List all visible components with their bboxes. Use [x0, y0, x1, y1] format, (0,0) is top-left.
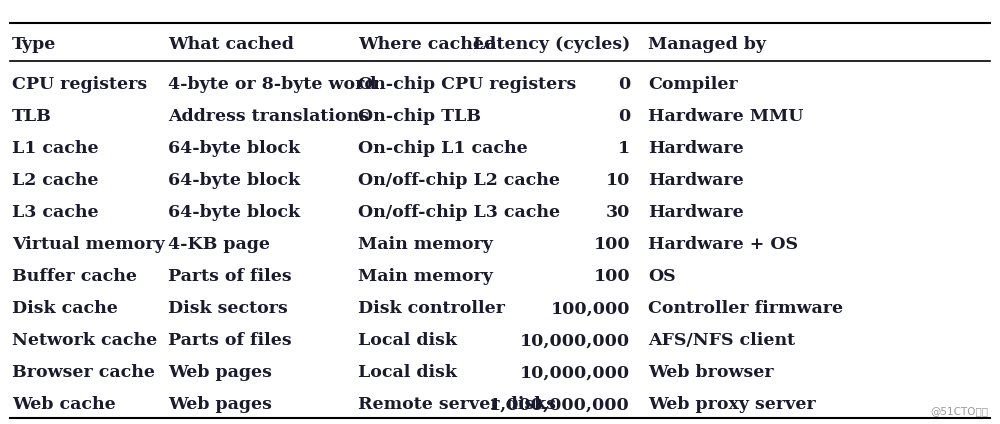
Text: Hardware: Hardware — [648, 204, 744, 221]
Text: Parts of files: Parts of files — [168, 332, 292, 349]
Text: 10,000,000: 10,000,000 — [520, 332, 630, 349]
Text: Disk sectors: Disk sectors — [168, 300, 288, 318]
Text: 100,000: 100,000 — [550, 300, 630, 318]
Text: Compiler: Compiler — [648, 76, 738, 93]
Text: On/off-chip L2 cache: On/off-chip L2 cache — [358, 172, 560, 190]
Text: Hardware + OS: Hardware + OS — [648, 236, 798, 254]
Text: 4-byte or 8-byte word: 4-byte or 8-byte word — [168, 76, 376, 93]
Text: Controller firmware: Controller firmware — [648, 300, 843, 318]
Text: OS: OS — [648, 268, 676, 285]
Text: What cached: What cached — [168, 36, 294, 53]
Text: Address translations: Address translations — [168, 108, 369, 126]
Text: Type: Type — [12, 36, 56, 53]
Text: 30: 30 — [606, 204, 630, 221]
Text: Virtual memory: Virtual memory — [12, 236, 165, 254]
Text: Main memory: Main memory — [358, 236, 493, 254]
Text: Hardware: Hardware — [648, 172, 744, 190]
Text: Web browser: Web browser — [648, 364, 774, 382]
Text: AFS/NFS client: AFS/NFS client — [648, 332, 795, 349]
Text: Network cache: Network cache — [12, 332, 157, 349]
Text: Hardware: Hardware — [648, 140, 744, 157]
Text: On-chip TLB: On-chip TLB — [358, 108, 481, 126]
Text: CPU registers: CPU registers — [12, 76, 147, 93]
Text: 64-byte block: 64-byte block — [168, 204, 300, 221]
Text: Local disk: Local disk — [358, 364, 457, 382]
Text: Disk controller: Disk controller — [358, 300, 505, 318]
Text: L1 cache: L1 cache — [12, 140, 99, 157]
Text: Web cache: Web cache — [12, 396, 116, 413]
Text: Buffer cache: Buffer cache — [12, 268, 137, 285]
Text: Managed by: Managed by — [648, 36, 766, 53]
Text: Main memory: Main memory — [358, 268, 493, 285]
Text: On-chip CPU registers: On-chip CPU registers — [358, 76, 576, 93]
Text: 4-KB page: 4-KB page — [168, 236, 270, 254]
Text: Browser cache: Browser cache — [12, 364, 155, 382]
Text: 0: 0 — [618, 76, 630, 93]
Text: 1: 1 — [618, 140, 630, 157]
Text: 10,000,000: 10,000,000 — [520, 364, 630, 382]
Text: 1,000,000,000: 1,000,000,000 — [489, 396, 630, 413]
Text: Web pages: Web pages — [168, 364, 272, 382]
Text: 100: 100 — [593, 268, 630, 285]
Text: TLB: TLB — [12, 108, 52, 126]
Text: Where cached: Where cached — [358, 36, 496, 53]
Text: Hardware MMU: Hardware MMU — [648, 108, 803, 126]
Text: Disk cache: Disk cache — [12, 300, 118, 318]
Text: 64-byte block: 64-byte block — [168, 140, 300, 157]
Text: @51CTO博客: @51CTO博客 — [930, 406, 988, 416]
Text: Latency (cycles): Latency (cycles) — [473, 36, 630, 53]
Text: Web pages: Web pages — [168, 396, 272, 413]
Text: 100: 100 — [593, 236, 630, 254]
Text: L3 cache: L3 cache — [12, 204, 99, 221]
Text: Parts of files: Parts of files — [168, 268, 292, 285]
Text: On-chip L1 cache: On-chip L1 cache — [358, 140, 528, 157]
Text: Local disk: Local disk — [358, 332, 457, 349]
Text: On/off-chip L3 cache: On/off-chip L3 cache — [358, 204, 560, 221]
Text: Web proxy server: Web proxy server — [648, 396, 816, 413]
Text: 10: 10 — [606, 172, 630, 190]
Text: L2 cache: L2 cache — [12, 172, 98, 190]
Text: 64-byte block: 64-byte block — [168, 172, 300, 190]
Text: 0: 0 — [618, 108, 630, 126]
Text: Remote server disks: Remote server disks — [358, 396, 556, 413]
